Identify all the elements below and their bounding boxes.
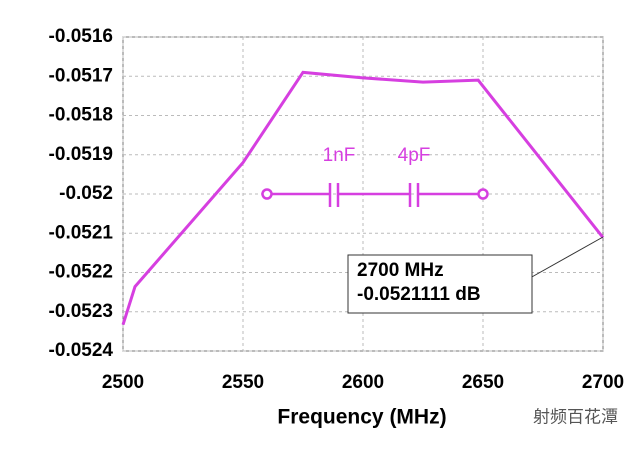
annotation-leader [529,236,604,279]
annotation-text: 2700 MHz [357,260,444,281]
cap-label: 4pF [398,145,431,166]
y-tick-label: -0.0518 [49,105,113,126]
annotation-box [347,254,533,314]
x-tick-label: 2500 [102,372,144,393]
cap-label: 1nF [323,145,356,166]
schematic [261,183,489,207]
y-tick-label: -0.0524 [49,340,114,361]
data-line [121,70,605,326]
annotation-text: -0.0521111 dB [357,284,481,305]
y-tick-label: -0.0516 [49,26,113,47]
y-tick-label: -0.0519 [49,144,113,165]
y-tick-label: -0.052 [59,183,113,204]
x-tick-label: 2650 [462,372,504,393]
y-tick-label: -0.0521 [49,222,114,243]
y-tick-label: -0.0522 [49,262,113,283]
watermark: 射频百花潭 [533,407,618,426]
x-tick-label: 2550 [222,372,264,393]
y-tick-label: -0.0517 [49,65,113,86]
x-tick-label: 2700 [582,372,624,393]
x-tick-label: 2600 [342,372,384,393]
x-axis-label: Frequency (MHz) [277,406,446,429]
y-tick-label: -0.0523 [49,301,113,322]
